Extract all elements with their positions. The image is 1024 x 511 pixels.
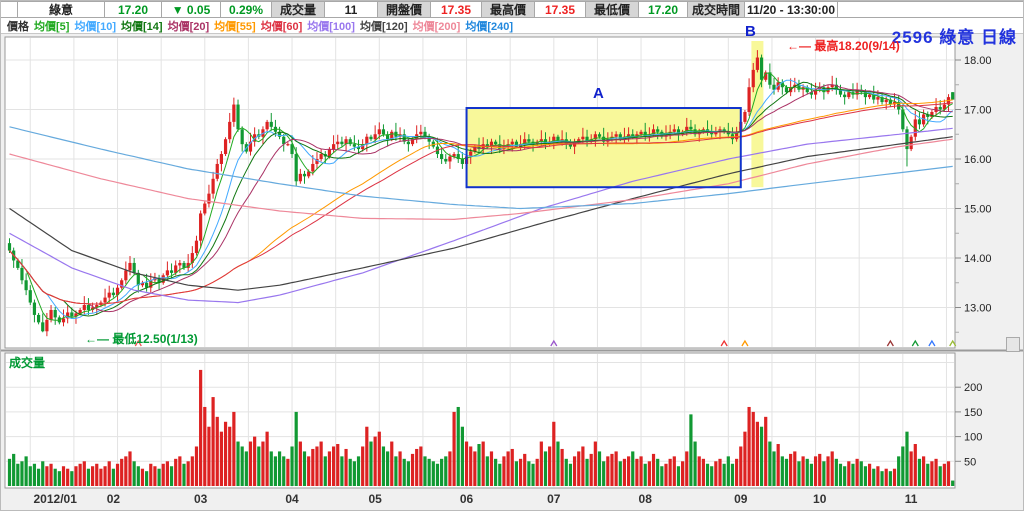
- legend-price-label: 價格: [7, 20, 29, 33]
- price-axis: 18.00 17.00 16.00 15.00 14.00 13.00 200 150 100 5…: [955, 55, 992, 468]
- svg-text:18.00: 18.00: [964, 55, 992, 67]
- ma-10-line: [9, 79, 954, 320]
- legend-ma-item: 均價[100]: [307, 20, 355, 33]
- high-label: 最高價: [481, 1, 535, 18]
- svg-text:2012/01: 2012/01: [34, 492, 78, 506]
- svg-text:100: 100: [964, 432, 982, 444]
- svg-text:07: 07: [547, 492, 561, 506]
- high-value: 17.35: [534, 1, 586, 18]
- svg-text:17.00: 17.00: [964, 105, 992, 117]
- legend-ma-item: 均價[240]: [465, 20, 514, 33]
- volume-panel-label: 成交量: [9, 356, 46, 370]
- price-change-pct: 0.29%: [220, 1, 272, 18]
- ma-120-line: [9, 136, 953, 291]
- svg-text:04: 04: [285, 492, 299, 506]
- header-filler: [837, 1, 1023, 18]
- chart-canvas[interactable]: 18.0017.0016.0015.0014.0013.002001501005…: [1, 34, 1024, 511]
- price-change: ▼ 0.05: [161, 1, 221, 18]
- legend-ma-item: 均價[10]: [74, 20, 117, 33]
- low-value: 17.20: [638, 1, 688, 18]
- svg-text:14.00: 14.00: [964, 253, 992, 265]
- svg-text:10: 10: [813, 492, 827, 506]
- chart-title: 2596 綠意 日線: [891, 28, 1017, 47]
- ma-20-line: [9, 84, 953, 313]
- svg-text:08: 08: [639, 492, 653, 506]
- ma-200-line: [9, 138, 953, 221]
- annotation-A: A: [593, 85, 604, 102]
- volume-label: 成交量: [271, 1, 325, 18]
- legend-ma-item: 均價[55]: [214, 20, 256, 33]
- legend-ma-item: 均價[5]: [34, 20, 70, 33]
- open-value: 17.35: [430, 1, 482, 18]
- last-price: 17.20: [104, 1, 162, 18]
- quote-header: 綠意 17.20 ▼ 0.05 0.29% 成交量 11 開盤價 17.35 最…: [1, 1, 1023, 19]
- svg-text:05: 05: [368, 492, 382, 506]
- low-label: 最低價: [585, 1, 639, 18]
- price-plot-bg: [4, 36, 956, 349]
- crossover-markers: [134, 339, 957, 347]
- svg-text:02: 02: [107, 492, 121, 506]
- stock-name: 綠意: [17, 1, 105, 18]
- legend-ma-item: 均價[60]: [260, 20, 303, 33]
- high-annotation: ←— 最高18.20(9/14): [787, 39, 900, 53]
- panel-resize-widget[interactable]: [1006, 337, 1020, 352]
- svg-text:15.00: 15.00: [964, 204, 992, 216]
- legend-ma-item: 均價[20]: [167, 20, 210, 33]
- svg-text:16.00: 16.00: [964, 154, 992, 166]
- svg-text:50: 50: [964, 456, 976, 468]
- open-label: 開盤價: [377, 1, 431, 18]
- annotation-B: B: [745, 23, 756, 40]
- time-value: 11/20 - 13:30:00: [744, 1, 838, 18]
- ma-14-line: [9, 81, 953, 317]
- svg-text:150: 150: [964, 407, 982, 419]
- svg-text:11: 11: [905, 492, 918, 506]
- ma-240-line: [9, 126, 953, 210]
- svg-text:03: 03: [194, 492, 208, 506]
- legend-ma-item: 均價[120]: [359, 20, 408, 33]
- ma-60-line: [9, 102, 953, 305]
- volume-bars: [7, 369, 955, 486]
- svg-text:09: 09: [734, 492, 748, 506]
- svg-text:13.00: 13.00: [964, 303, 992, 315]
- highlight-box-A-border: [465, 107, 742, 189]
- ma-legend: 價格 均價[5] 均價[10] 均價[14] 均價[20] 均價[55] 均價[60] 均價…: [1, 18, 1023, 34]
- low-annotation: ←— 最低12.50(1/13): [85, 332, 198, 346]
- ma-100-line: [9, 127, 953, 304]
- header-spacer: [1, 1, 18, 18]
- legend-ma-item: 均價[200]: [412, 20, 461, 33]
- svg-text:200: 200: [964, 382, 982, 394]
- volume-value: 11: [324, 1, 378, 18]
- x-axis-labels: 2012/01 02 03 04 05 06 07 08 09 10 11: [34, 492, 918, 506]
- time-label: 成交時間: [687, 1, 745, 18]
- svg-text:06: 06: [460, 492, 474, 506]
- legend-ma-item: 均價[14]: [121, 20, 163, 33]
